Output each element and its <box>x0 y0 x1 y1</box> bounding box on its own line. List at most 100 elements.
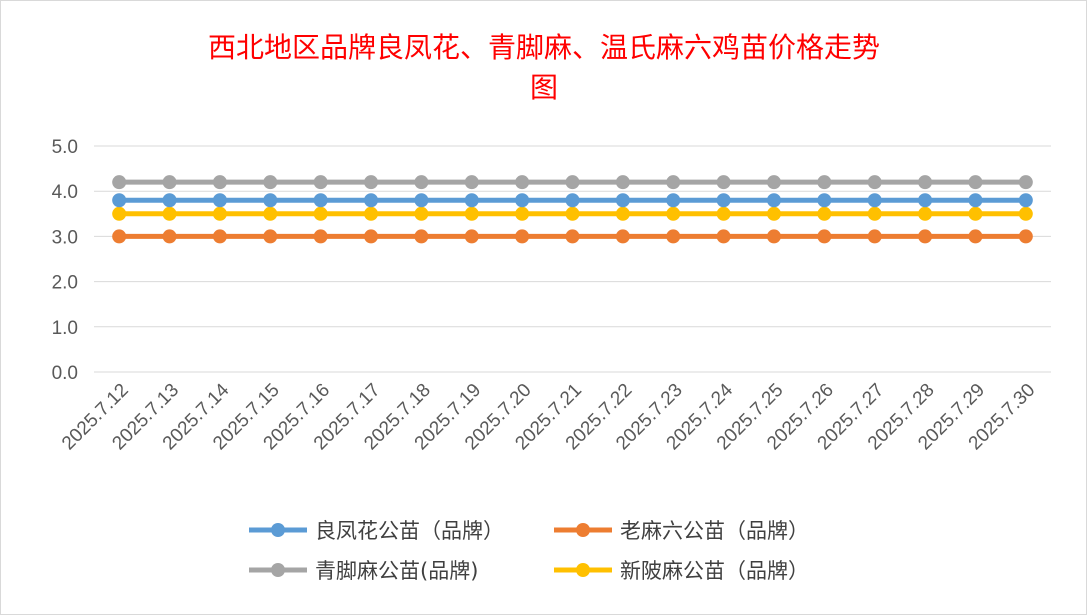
data-point <box>515 175 530 190</box>
y-tick-label: 0.0 <box>52 363 78 384</box>
data-point <box>1018 175 1033 190</box>
legend-swatch-marker <box>271 523 285 537</box>
data-point <box>1018 206 1033 221</box>
y-tick-label: 2.0 <box>52 273 78 294</box>
chart-title-line-1: 西北地区品牌良凤花、青脚麻、温氏麻六鸡苗价格走势 <box>208 31 880 64</box>
data-point <box>666 206 681 221</box>
data-point <box>766 229 781 244</box>
legend-item-0: 良凤花公苗（品牌） <box>249 519 504 543</box>
data-point <box>565 206 580 221</box>
data-point <box>313 175 328 190</box>
data-point <box>515 229 530 244</box>
data-point <box>313 206 328 221</box>
data-point <box>968 229 983 244</box>
legend: 良凤花公苗（品牌） 老麻六公苗（品牌） 青脚麻公苗(品牌) 新陂麻公苗（品牌） <box>249 519 809 583</box>
data-point <box>867 206 882 221</box>
data-point <box>464 206 479 221</box>
data-point <box>716 229 731 244</box>
data-point <box>716 175 731 190</box>
legend-label: 新陂麻公苗（品牌） <box>620 559 809 583</box>
data-point <box>313 229 328 244</box>
legend-item-1: 老麻六公苗（品牌） <box>554 519 809 543</box>
data-point <box>414 206 429 221</box>
legend-swatch-marker <box>576 523 590 537</box>
y-tick-label: 1.0 <box>52 318 78 339</box>
data-point <box>212 175 227 190</box>
data-point <box>364 229 379 244</box>
data-point <box>364 193 379 208</box>
y-tick-label: 5.0 <box>52 137 78 158</box>
data-point <box>162 206 177 221</box>
data-point <box>212 206 227 221</box>
data-point <box>817 175 832 190</box>
legend-item-3: 新陂麻公苗（品牌） <box>554 559 809 583</box>
data-point <box>766 193 781 208</box>
series-lines <box>112 175 1033 244</box>
data-point <box>313 193 328 208</box>
data-point <box>112 193 127 208</box>
data-point <box>817 193 832 208</box>
series-2 <box>112 175 1033 190</box>
data-point <box>867 193 882 208</box>
data-point <box>515 193 530 208</box>
chart-title-line-2: 图 <box>530 71 558 104</box>
data-point <box>615 206 630 221</box>
data-point <box>414 193 429 208</box>
series-1 <box>112 229 1033 244</box>
data-point <box>1018 193 1033 208</box>
data-point <box>615 229 630 244</box>
data-point <box>817 206 832 221</box>
data-point <box>263 175 278 190</box>
data-point <box>464 193 479 208</box>
data-point <box>212 193 227 208</box>
legend-label: 青脚麻公苗(品牌) <box>315 559 478 583</box>
data-point <box>414 175 429 190</box>
data-point <box>615 175 630 190</box>
y-axis-ticks: 0.0 1.0 2.0 3.0 4.0 5.0 <box>52 137 78 384</box>
data-point <box>565 193 580 208</box>
data-point <box>615 193 630 208</box>
data-point <box>162 229 177 244</box>
data-point <box>666 175 681 190</box>
data-point <box>968 193 983 208</box>
data-point <box>918 229 933 244</box>
series-3 <box>112 206 1033 221</box>
data-point <box>766 175 781 190</box>
data-point <box>565 175 580 190</box>
data-point <box>263 206 278 221</box>
legend-item-2: 青脚麻公苗(品牌) <box>249 559 478 583</box>
legend-swatch-marker <box>271 563 285 577</box>
data-point <box>364 206 379 221</box>
legend-label: 良凤花公苗（品牌） <box>315 519 504 543</box>
data-point <box>716 206 731 221</box>
data-point <box>716 193 731 208</box>
data-point <box>364 175 379 190</box>
data-point <box>112 229 127 244</box>
data-point <box>112 206 127 221</box>
data-point <box>918 206 933 221</box>
data-point <box>162 175 177 190</box>
data-point <box>464 229 479 244</box>
x-axis-ticks: 2025.7.122025.7.132025.7.142025.7.152025… <box>58 379 1039 454</box>
data-point <box>212 229 227 244</box>
data-point <box>263 229 278 244</box>
data-point <box>817 229 832 244</box>
data-point <box>515 206 530 221</box>
data-point <box>464 175 479 190</box>
data-point <box>666 229 681 244</box>
legend-label: 老麻六公苗（品牌） <box>620 519 809 543</box>
data-point <box>867 229 882 244</box>
data-point <box>867 175 882 190</box>
data-point <box>918 193 933 208</box>
legend-swatch-marker <box>576 563 590 577</box>
data-point <box>162 193 177 208</box>
data-point <box>968 206 983 221</box>
data-point <box>918 175 933 190</box>
data-point <box>414 229 429 244</box>
data-point <box>666 193 681 208</box>
y-tick-label: 4.0 <box>52 182 78 203</box>
data-point <box>263 193 278 208</box>
chart-title: 西北地区品牌良凤花、青脚麻、温氏麻六鸡苗价格走势 图 <box>208 31 880 104</box>
